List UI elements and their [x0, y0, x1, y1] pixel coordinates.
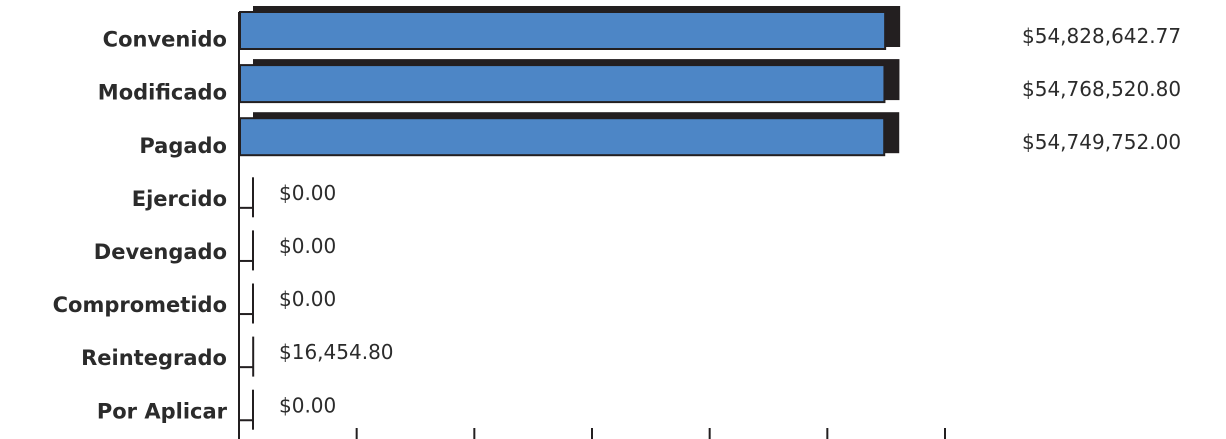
category-label-modificado: Modificado — [98, 81, 227, 105]
category-label-ejercido: Ejercido — [132, 187, 227, 211]
bar — [239, 117, 886, 157]
value-labels: $54,828,642.77 $54,768,520.80 $54,749,752.… — [279, 24, 1181, 417]
value-label: $16,454.80 — [279, 340, 394, 364]
value-label: $0.00 — [279, 234, 336, 258]
value-label: $0.00 — [279, 181, 336, 205]
category-label-convenido: Convenido — [103, 28, 227, 52]
zero-value-stubs — [239, 177, 255, 430]
x-axis-ticks — [238, 428, 946, 439]
category-label-comprometido: Comprometido — [53, 293, 227, 317]
category-label-reintegrado: Reintegrado — [81, 346, 227, 370]
category-label-devengado: Devengado — [94, 240, 227, 264]
value-label: $54,828,642.77 — [1022, 24, 1181, 48]
category-labels: Convenido Modificado Pagado Ejercido Devenga… — [53, 28, 228, 424]
value-label: $0.00 — [279, 393, 336, 417]
value-label: $54,749,752.00 — [1022, 130, 1181, 154]
value-label: $54,768,520.80 — [1022, 77, 1181, 101]
category-label-por-aplicar: Por Aplicar — [97, 399, 228, 423]
category-label-pagado: Pagado — [139, 134, 227, 158]
bar — [239, 64, 886, 104]
bars — [239, 11, 887, 157]
value-label: $0.00 — [279, 287, 336, 311]
bar — [239, 11, 887, 50]
